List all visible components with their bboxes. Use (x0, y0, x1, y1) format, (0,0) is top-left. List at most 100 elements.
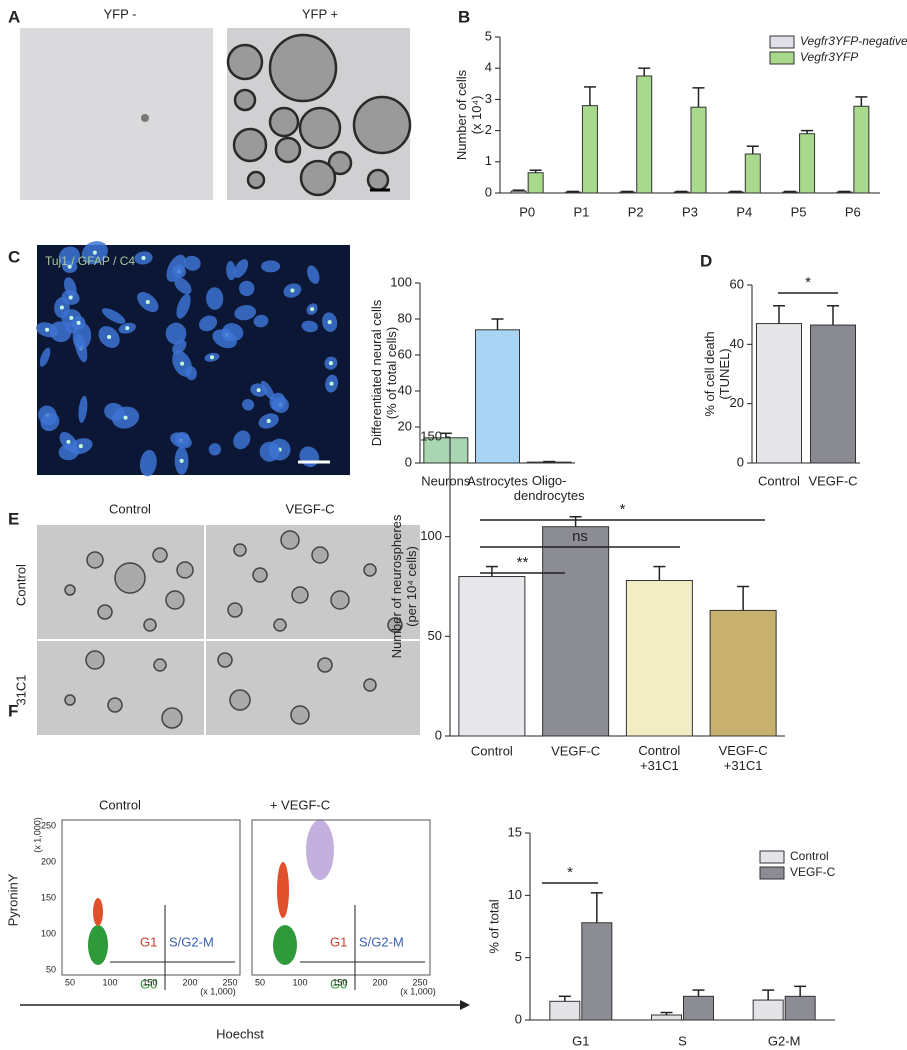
cell (58, 246, 80, 267)
micrograph (37, 525, 420, 735)
x-tick-label: Neurons (421, 473, 471, 488)
error-bar (801, 129, 814, 134)
bar (683, 995, 714, 1021)
gate-label: S/G2-M (359, 934, 404, 949)
tick-label: 250 (222, 977, 237, 987)
y-tick-label: 0 (737, 454, 744, 469)
bar (581, 105, 598, 194)
significance-label: * (620, 501, 626, 518)
nucleus (256, 388, 261, 393)
cell (261, 260, 281, 273)
error-bar (653, 565, 666, 581)
error-bar (692, 989, 705, 997)
bar (756, 323, 802, 464)
x-tick-label: S (678, 1033, 687, 1048)
y-tick-label: 50 (428, 628, 442, 643)
bar (510, 190, 527, 194)
y-tick-label: 20 (730, 395, 744, 410)
bar (782, 191, 799, 194)
x-tick-label: P5 (791, 204, 807, 219)
micrograph (36, 241, 350, 477)
significance-label: ** (517, 554, 529, 571)
x-tick-label: Control +31C1 (638, 743, 680, 773)
cell (253, 314, 269, 328)
error-bar (737, 585, 750, 611)
tick-label: 50 (65, 977, 75, 987)
bar (423, 437, 469, 464)
bar (853, 105, 870, 194)
nucleus (310, 307, 315, 312)
nucleus (69, 315, 74, 320)
x-tick-label: VEGF-C (808, 473, 857, 488)
cell (165, 322, 187, 345)
legend-label: Vegfr3YFP (800, 50, 858, 64)
cell (206, 287, 224, 310)
y-tick-label: 0 (405, 454, 412, 469)
plot-title: + VEGF-C (270, 797, 330, 812)
nucleus (179, 458, 184, 463)
cell (259, 441, 280, 462)
y-tick-label: 15 (508, 824, 522, 839)
x-tick-label: Oligo-dendrocytes (514, 473, 585, 503)
bar (581, 922, 613, 1021)
y-axis-title: Number of cells(x 10⁴) (454, 69, 484, 160)
cell (104, 402, 125, 421)
y-tick-label: 60 (398, 346, 412, 361)
x-tick-label: P3 (682, 204, 698, 219)
cell (222, 323, 244, 341)
panel-letter: C (8, 247, 20, 266)
error-bar (566, 190, 579, 193)
cell (301, 320, 318, 333)
y-tick-label: 20 (398, 418, 412, 433)
image-label: Tuj1 / GFAP / C4 (45, 254, 135, 268)
y-tick-label: 150 (420, 428, 442, 443)
bar (727, 191, 744, 194)
y-tick-label: 10 (508, 887, 522, 902)
cell (269, 392, 286, 411)
bar (549, 1000, 581, 1021)
significance-label: * (805, 274, 811, 291)
y-axis-title: Differentiated neural cells(% of total c… (369, 299, 399, 446)
bar (542, 526, 610, 737)
error-bar (590, 892, 603, 923)
panel-letter: A (8, 7, 20, 26)
y-tick-label: 80 (398, 310, 412, 325)
tick-label: 250 (412, 977, 427, 987)
nucleus (59, 305, 64, 310)
tick-label: 50 (46, 964, 56, 974)
y-tick-label: 40 (398, 382, 412, 397)
cell (307, 265, 320, 284)
nucleus (125, 326, 130, 331)
error-bar (485, 565, 498, 577)
nucleus (107, 335, 112, 340)
y-tick-label: 3 (485, 91, 492, 106)
nucleus (145, 300, 150, 305)
tick-label: 250 (41, 820, 56, 830)
error-bar (773, 305, 785, 324)
y-tick-label: 4 (485, 60, 492, 75)
x-tick-label: P6 (845, 204, 861, 219)
bar (619, 191, 636, 194)
error-bar (729, 190, 742, 193)
error-bar (512, 189, 525, 192)
x-tick-label: VEGF-C +31C1 (719, 743, 768, 773)
cell (174, 431, 190, 446)
error-bar (569, 515, 582, 527)
tick-label: 150 (41, 892, 56, 902)
y-tick-label: 2 (485, 122, 492, 137)
legend-label: Control (790, 849, 829, 863)
error-bar (660, 1011, 673, 1016)
error-bar (762, 989, 775, 1001)
cell (260, 380, 275, 400)
x-tick-label: VEGF-C (551, 743, 600, 758)
cell (238, 280, 255, 297)
bar (564, 191, 581, 194)
bar (458, 576, 526, 737)
error-bar (529, 169, 542, 173)
nucleus (328, 361, 333, 366)
nucleus (209, 355, 214, 360)
bar (709, 609, 777, 737)
cell (176, 293, 191, 319)
bar (475, 329, 520, 464)
